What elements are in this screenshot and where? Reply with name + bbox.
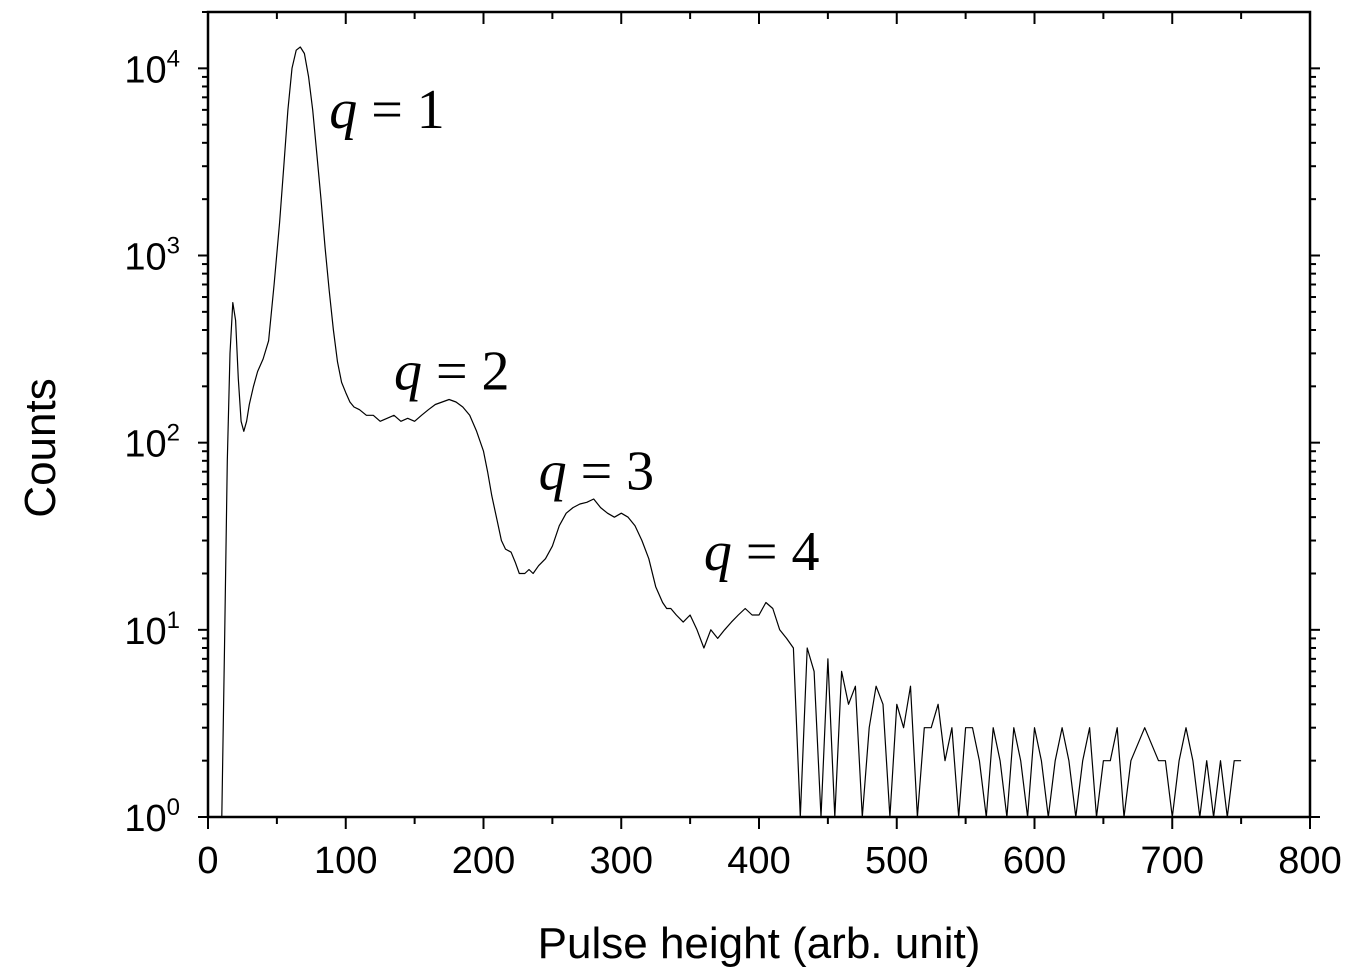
y-tick-label: 104 [124,45,180,91]
peak-label: q = 1 [329,79,445,141]
x-tick-label: 100 [314,840,377,882]
x-tick-label: 400 [727,840,790,882]
peak-label: q = 2 [394,341,510,403]
peak-label: q = 3 [539,441,655,503]
x-tick-label: 700 [1141,840,1204,882]
y-axis-title: Counts [16,378,65,517]
x-axis-title: Pulse height (arb. unit) [538,919,981,968]
y-axis: 100 101 102 103 104 [124,11,1320,840]
x-tick-label: 800 [1278,840,1341,882]
x-tick-label: 600 [1003,840,1066,882]
series-line [221,46,1242,818]
x-tick-label: 500 [865,840,928,882]
y-tick-label: 101 [124,607,180,653]
y-tick-label: 102 [124,420,180,466]
x-axis: 0 100 200 300 400 500 600 700 800 [197,12,1342,882]
annotations: q = 1 q = 2 q = 3 q = 4 [329,79,819,583]
x-tick-label: 300 [590,840,653,882]
x-tick-label: 0 [197,840,218,882]
x-tick-label: 200 [452,840,515,882]
peak-label: q = 4 [704,521,820,583]
y-tick-label: 103 [124,233,180,279]
y-tick-label: 100 [124,794,180,840]
